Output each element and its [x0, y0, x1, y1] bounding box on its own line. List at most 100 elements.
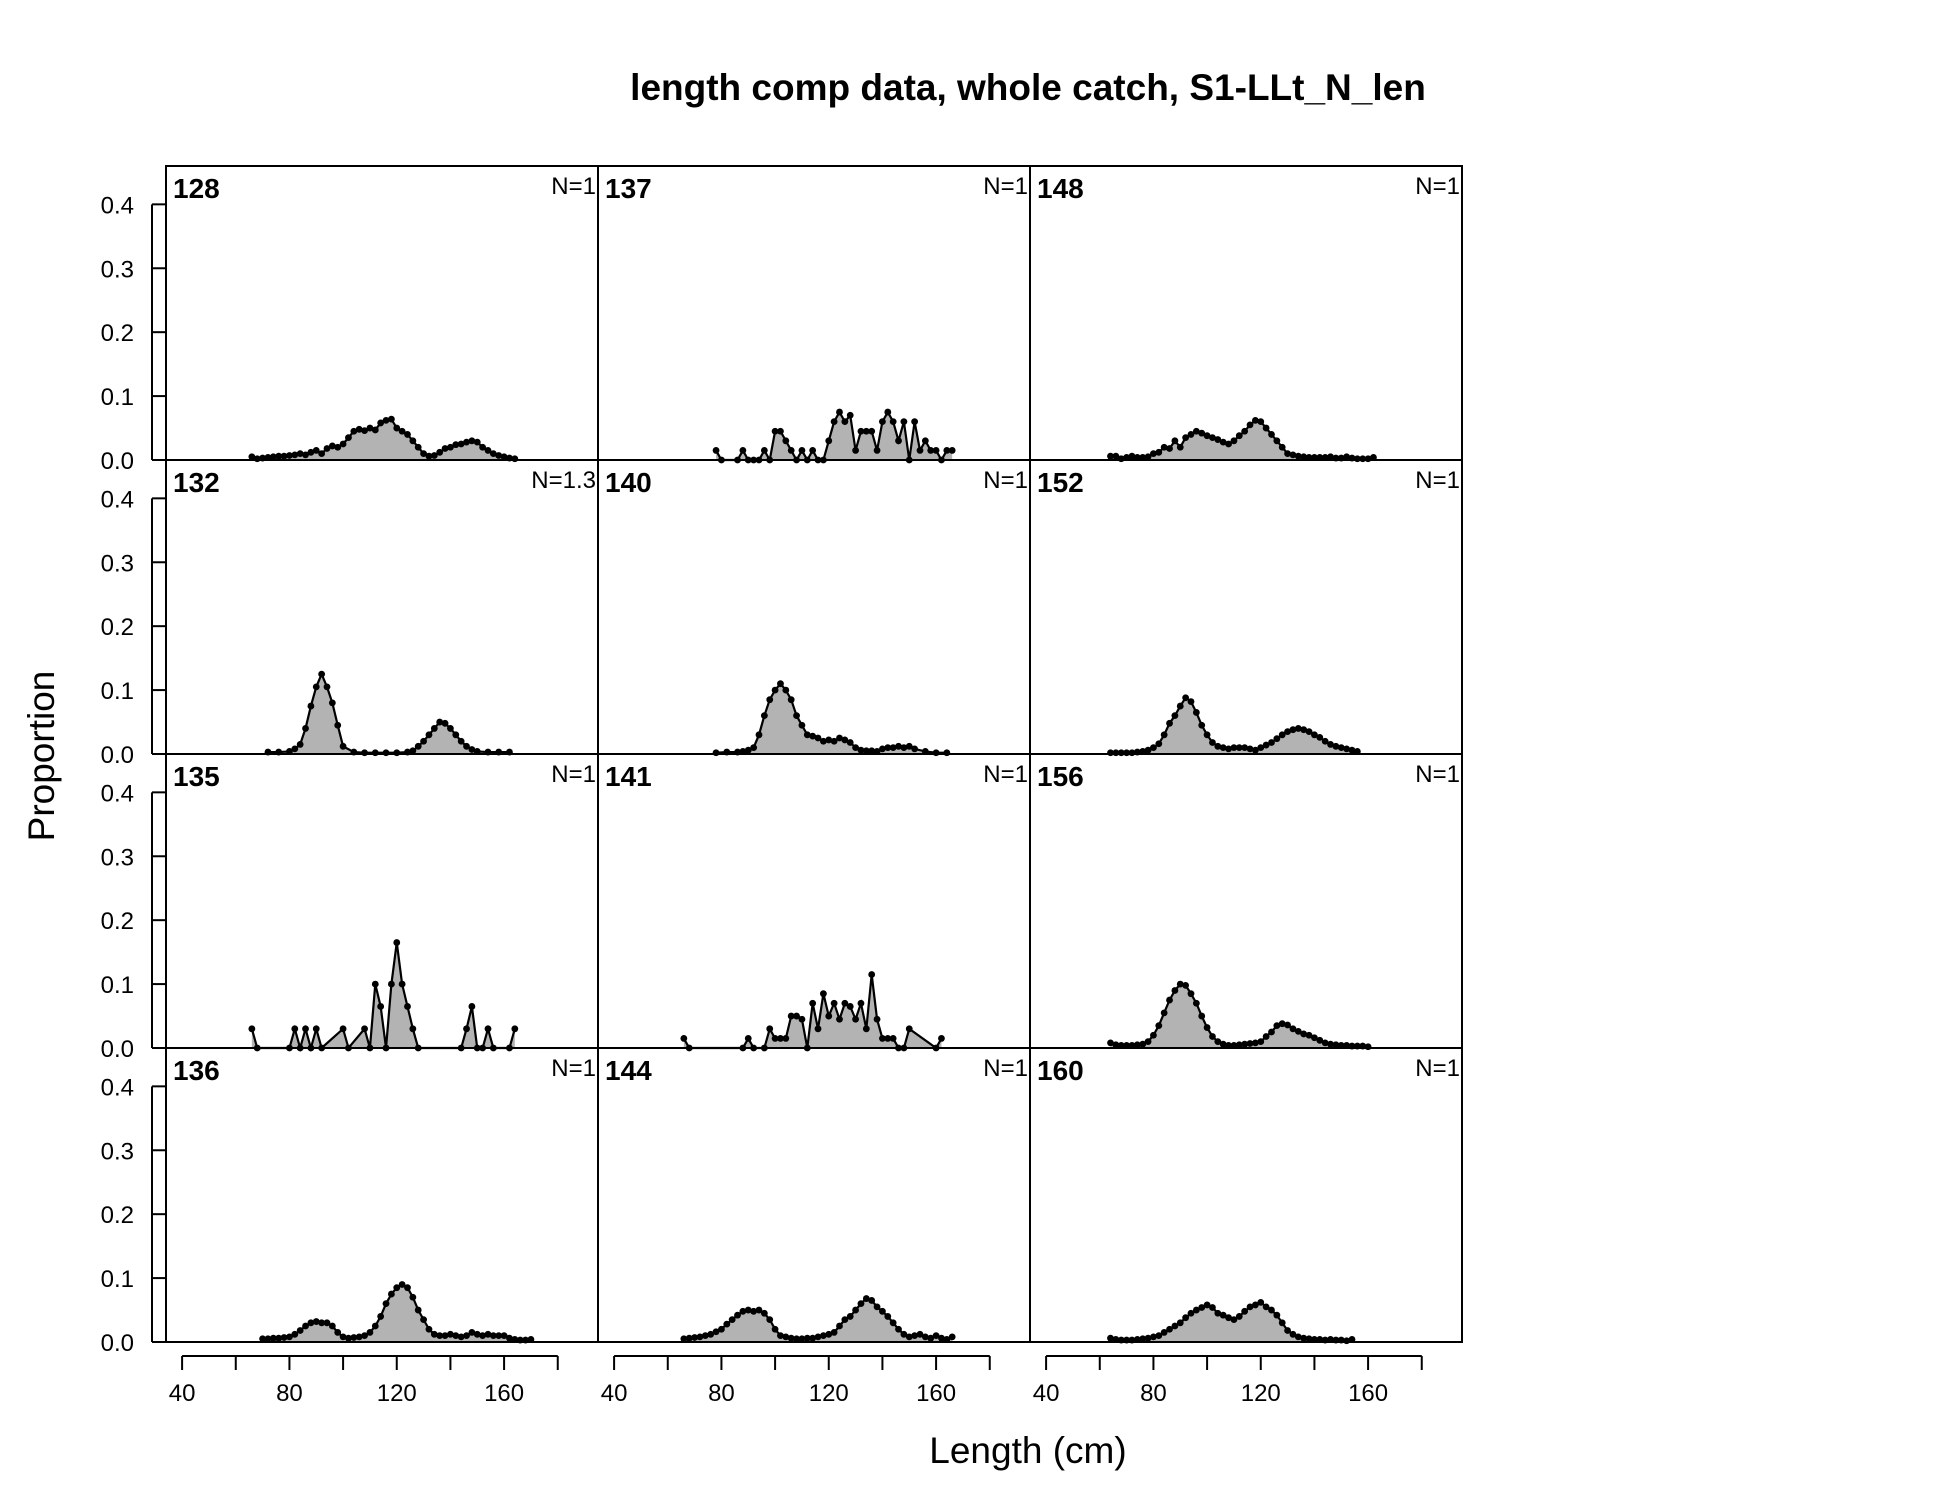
point-132-26 [447, 725, 454, 732]
point-135-16 [387, 980, 395, 988]
point-128-17 [339, 440, 347, 448]
point-144-14 [755, 1306, 763, 1314]
point-156-14 [1182, 981, 1190, 989]
point-132-19 [409, 747, 417, 755]
y-tick-label-2-2: 0.2 [101, 908, 134, 935]
point-156-1 [1112, 1041, 1120, 1049]
point-144-4 [701, 1332, 709, 1340]
panel-label-140: 140 [605, 467, 652, 498]
panel-128: 128 N=1 [165, 165, 599, 463]
point-137-21 [836, 408, 843, 416]
point-140-8 [766, 696, 774, 704]
panel-152: 152 N=1 [1029, 459, 1463, 757]
point-140-31 [889, 744, 897, 752]
x-axis-label: Length (cm) [929, 1430, 1126, 1471]
area-148 [1110, 420, 1374, 460]
point-140-33 [900, 744, 908, 752]
x-tick-label-1-3: 160 [916, 1380, 956, 1407]
y-tick-label-1-0: 0.0 [101, 742, 134, 769]
point-152-20 [1214, 742, 1222, 750]
point-144-2 [691, 1334, 698, 1341]
point-137-24 [852, 447, 859, 454]
point-148-35 [1294, 452, 1302, 460]
point-141-25 [868, 971, 876, 978]
point-156-35 [1294, 1027, 1302, 1035]
point-140-26 [862, 747, 870, 755]
y-tick-label-1-4: 0.4 [101, 486, 134, 513]
point-137-42 [948, 447, 956, 454]
panel-n-label-160: N=1 [1415, 1055, 1460, 1082]
panel-n-label-140: N=1 [983, 467, 1028, 494]
point-144-23 [803, 1334, 811, 1342]
panel-141: 141 N=1 [597, 753, 1031, 1052]
point-160-35 [1294, 1333, 1302, 1341]
y-tick-label-0-4: 0.4 [101, 192, 134, 219]
point-141-29 [889, 1035, 897, 1042]
point-144-0 [680, 1335, 688, 1343]
point-128-7 [286, 452, 293, 459]
point-140-38 [943, 749, 951, 757]
point-141-19 [836, 1015, 843, 1023]
point-144-22 [798, 1335, 806, 1343]
point-136-16 [345, 1334, 352, 1342]
point-140-12 [787, 696, 795, 704]
point-136-8 [302, 1322, 309, 1330]
panel-label-152: 152 [1037, 467, 1084, 498]
point-144-35 [868, 1297, 876, 1304]
point-148-41 [1327, 453, 1334, 461]
point-144-3 [696, 1333, 704, 1341]
point-137-32 [895, 437, 902, 445]
point-144-7 [718, 1325, 725, 1333]
point-148-4 [1128, 452, 1136, 460]
point-136-39 [468, 1329, 476, 1336]
point-148-21 [1219, 438, 1227, 446]
point-136-35 [447, 1330, 454, 1338]
point-135-17 [393, 939, 401, 946]
point-136-12 [323, 1319, 331, 1327]
point-137-36 [916, 447, 924, 454]
point-136-9 [307, 1319, 315, 1327]
point-141-12 [798, 1015, 806, 1023]
point-140-32 [895, 742, 902, 750]
point-148-28 [1257, 418, 1265, 426]
point-156-20 [1214, 1038, 1222, 1046]
point-156-10 [1160, 1009, 1168, 1017]
x-tick-label-2-2: 120 [1241, 1380, 1281, 1407]
panel-label-132: 132 [173, 467, 220, 498]
point-144-10 [734, 1311, 741, 1319]
point-136-21 [371, 1322, 379, 1330]
y-tick-label-3-4: 0.4 [101, 1074, 134, 1101]
point-135-3 [291, 1025, 299, 1033]
point-137-10 [777, 427, 784, 435]
point-136-38 [463, 1332, 470, 1340]
point-135-0 [248, 1025, 256, 1033]
panel-n-label-148: N=1 [1415, 173, 1460, 200]
point-128-18 [345, 434, 352, 442]
point-136-44 [495, 1332, 503, 1340]
panel-border-128 [165, 165, 599, 461]
point-144-28 [830, 1329, 838, 1336]
area-156 [1110, 984, 1369, 1048]
point-144-33 [857, 1300, 865, 1308]
point-152-29 [1262, 741, 1270, 749]
point-137-30 [884, 408, 892, 416]
point-132-16 [382, 749, 390, 757]
point-144-6 [712, 1328, 720, 1336]
point-136-17 [350, 1334, 358, 1341]
point-128-28 [398, 427, 406, 435]
point-132-22 [425, 731, 433, 739]
point-140-15 [803, 731, 811, 739]
point-152-26 [1246, 745, 1254, 753]
point-141-27 [879, 1035, 886, 1042]
point-148-11 [1166, 445, 1173, 452]
point-156-7 [1144, 1038, 1152, 1046]
point-156-39 [1316, 1036, 1324, 1044]
x-tick-label-0-1: 80 [276, 1380, 303, 1407]
point-135-18 [398, 980, 406, 988]
point-128-44 [484, 447, 492, 454]
point-140-6 [755, 731, 763, 739]
line-156 [1110, 982, 1369, 1048]
y-axis-label: Proportion [21, 671, 62, 842]
point-160-25 [1241, 1307, 1249, 1315]
panel-156: 156 N=1 [1029, 753, 1463, 1051]
